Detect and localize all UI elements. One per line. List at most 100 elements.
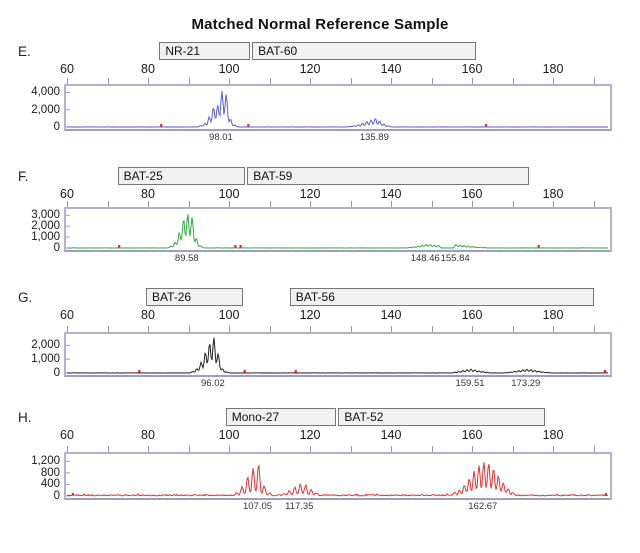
size-standard-dot (537, 245, 540, 248)
x-tick-label: 180 (542, 428, 564, 442)
x-tick-mark (269, 446, 271, 452)
x-tick-label: 80 (141, 428, 155, 442)
x-tick-mark (148, 446, 149, 452)
size-standard-dot (160, 124, 163, 127)
marker-label: BAT-25 (123, 169, 163, 183)
trace-plot-area (64, 452, 612, 500)
x-tick-mark (350, 201, 352, 207)
size-standard-dot (604, 493, 608, 496)
x-tick-label: 60 (60, 187, 74, 201)
x-tick-mark (350, 78, 352, 84)
peak-size-label: 135.89 (359, 132, 389, 143)
x-tick-mark (553, 201, 554, 207)
x-tick-label: 100 (218, 187, 240, 201)
x-tick-mark (593, 446, 595, 452)
x-tick-mark (269, 78, 271, 84)
x-tick-mark (310, 326, 311, 332)
trace-plot-area (64, 207, 612, 252)
x-tick-label: 100 (218, 62, 240, 76)
x-tick-mark (553, 326, 554, 332)
x-tick-mark (553, 446, 554, 452)
x-tick-mark (229, 78, 230, 84)
y-tick-label: 1,000 (31, 353, 60, 366)
trace-plot-area (64, 84, 612, 131)
panel-H: H. Mono-27 BAT-52 60 80 100 120 140 160 180 1,200 8… (0, 406, 640, 531)
size-standard-dot (239, 245, 242, 248)
x-tick-mark (472, 78, 473, 84)
x-tick-mark (67, 446, 68, 452)
x-tick-label: 120 (299, 428, 321, 442)
trace-svg (66, 214, 609, 249)
x-tick-label: 140 (380, 187, 402, 201)
marker-label: BAT-52 (344, 410, 384, 424)
page-title: Matched Normal Reference Sample (191, 16, 449, 34)
marker-range-box-nr-21: NR-21 (159, 42, 251, 60)
x-tick-mark (391, 78, 392, 84)
x-tick-mark (107, 326, 109, 332)
x-tick-mark (107, 201, 109, 207)
x-tick-label: 140 (380, 428, 402, 442)
marker-label: BAT-59 (253, 169, 293, 183)
size-standard-dot (71, 493, 75, 496)
panel-letter: H. (18, 410, 32, 425)
x-tick-mark (512, 326, 514, 332)
x-tick-label: 160 (461, 187, 483, 201)
x-tick-label: 60 (60, 428, 74, 442)
peak-size-label: 96.02 (200, 378, 225, 389)
x-tick-label: 120 (299, 187, 321, 201)
trace-line (66, 462, 609, 497)
x-tick-mark (431, 201, 433, 207)
x-tick-mark (107, 446, 109, 452)
y-tick-label: 400 (40, 478, 60, 491)
marker-label: Mono-27 (231, 410, 280, 424)
x-tick-label: 160 (461, 428, 483, 442)
y-tick-label: 1,000 (31, 231, 60, 244)
x-tick-mark (553, 78, 554, 84)
y-tick-label: 3,000 (31, 209, 60, 222)
size-standard-dot (118, 245, 121, 248)
x-tick-mark (67, 201, 68, 207)
x-tick-mark (148, 78, 149, 84)
x-tick-mark (512, 446, 514, 452)
x-tick-mark (391, 326, 392, 332)
x-tick-mark (229, 326, 230, 332)
x-tick-mark (472, 201, 473, 207)
marker-range-box-mono-27: Mono-27 (225, 408, 337, 426)
panel-F: F. BAT-25 BAT-59 60 80 100 120 140 160 180 3,000 2,… (0, 165, 640, 290)
x-tick-mark (310, 201, 311, 207)
peak-size-label: 173.29 (511, 378, 541, 389)
x-tick-label: 180 (542, 62, 564, 76)
x-tick-label: 160 (461, 308, 483, 322)
x-tick-label: 140 (380, 308, 402, 322)
trace-svg (66, 337, 608, 374)
x-tick-mark (188, 326, 190, 332)
x-tick-label: 60 (60, 62, 74, 76)
x-tick-mark (350, 326, 352, 332)
x-tick-label: 80 (141, 308, 155, 322)
size-standard-dot (234, 245, 237, 248)
x-tick-label: 140 (380, 62, 402, 76)
y-tick-label: 1,200 (31, 455, 60, 468)
x-tick-mark (431, 78, 433, 84)
y-tick-label: 2,000 (31, 103, 60, 116)
panel-E: E. NR-21 BAT-60 60 80 100 120 140 160 180 4,000 2,0… (0, 40, 640, 165)
trace-line (66, 337, 608, 374)
marker-range-box-bat-59: BAT-59 (247, 167, 529, 185)
x-tick-label: 120 (299, 308, 321, 322)
trace-svg (66, 91, 608, 128)
x-tick-mark (107, 78, 109, 84)
y-tick-label: 0 (53, 121, 60, 133)
panel-letter: E. (18, 44, 31, 59)
x-tick-label: 100 (218, 428, 240, 442)
x-tick-mark (229, 201, 230, 207)
panel-G: G. BAT-26 BAT-56 60 80 100 120 140 160 180 2,000 1,… (0, 286, 640, 411)
marker-range-box-bat-52: BAT-52 (338, 408, 545, 426)
panel-letter: F. (18, 169, 29, 184)
x-tick-mark (310, 446, 311, 452)
peak-size-label: 148.46 (410, 253, 440, 264)
x-tick-mark (229, 446, 230, 452)
x-tick-mark (67, 78, 68, 84)
x-tick-mark (472, 446, 473, 452)
x-tick-label: 80 (141, 62, 155, 76)
x-tick-label: 80 (141, 187, 155, 201)
